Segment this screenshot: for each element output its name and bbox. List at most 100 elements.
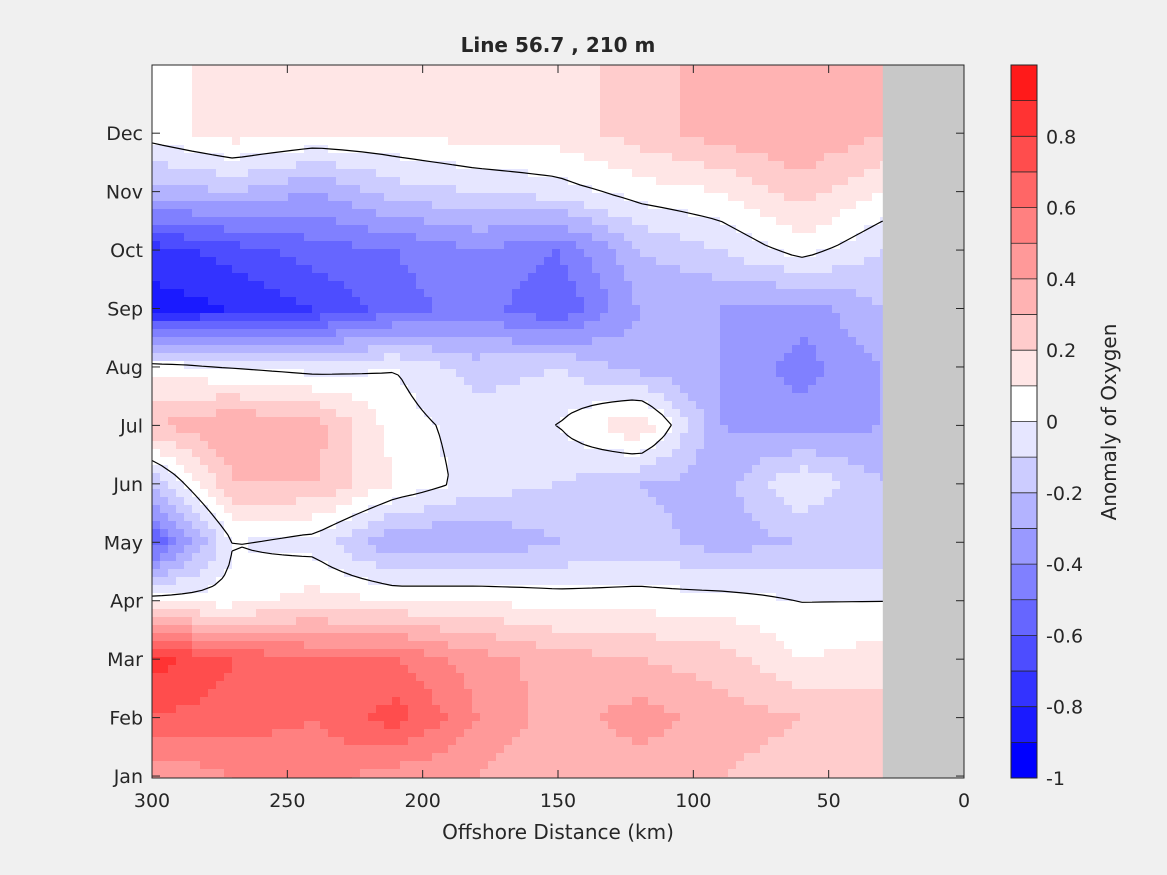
contour-cell <box>656 401 665 410</box>
contour-cell <box>264 249 273 258</box>
contour-cell <box>520 441 529 450</box>
contour-cell <box>640 305 649 314</box>
contour-cell <box>848 97 857 106</box>
contour-cell <box>256 169 265 178</box>
contour-cell <box>368 105 377 114</box>
contour-cell <box>336 73 345 82</box>
contour-cell <box>664 185 673 194</box>
contour-cell <box>360 73 369 82</box>
contour-cell <box>640 105 649 114</box>
contour-cell <box>808 65 817 74</box>
contour-cell <box>424 353 433 362</box>
contour-cell <box>160 129 169 138</box>
contour-cell <box>816 233 825 242</box>
contour-cell <box>184 225 193 234</box>
contour-cell <box>344 409 353 418</box>
contour-cell <box>168 481 177 490</box>
contour-cell <box>408 225 417 234</box>
contour-cell <box>240 153 249 162</box>
contour-cell <box>576 177 585 186</box>
contour-cell <box>256 441 265 450</box>
contour-cell <box>760 97 769 106</box>
contour-cell <box>256 265 265 274</box>
contour-cell <box>808 401 817 410</box>
contour-cell <box>632 321 641 330</box>
contour-cell <box>288 129 297 138</box>
contour-cell <box>792 297 801 306</box>
contour-cell <box>464 305 473 314</box>
contour-cell <box>464 385 473 394</box>
contour-cell <box>272 281 281 290</box>
contour-cell <box>608 113 617 122</box>
contour-cell <box>520 337 529 346</box>
contour-cell <box>840 217 849 226</box>
contour-cell <box>872 441 881 450</box>
contour-cell <box>648 161 657 170</box>
contour-cell <box>696 257 705 266</box>
contour-cell <box>216 249 225 258</box>
contour-cell <box>400 481 409 490</box>
contour-cell <box>304 441 313 450</box>
contour-cell <box>256 425 265 434</box>
contour-cell <box>432 257 441 266</box>
contour-cell <box>160 329 169 338</box>
contour-cell <box>640 481 649 490</box>
contour-cell <box>192 305 201 314</box>
contour-cell <box>504 209 513 218</box>
contour-cell <box>768 65 777 74</box>
contour-cell <box>840 369 849 378</box>
contour-cell <box>872 281 881 290</box>
contour-cell <box>272 73 281 82</box>
contour-cell <box>704 129 713 138</box>
contour-cell <box>768 385 777 394</box>
contour-cell <box>168 73 177 82</box>
contour-cell <box>216 225 225 234</box>
contour-cell <box>328 177 337 186</box>
contour-cell <box>760 473 769 482</box>
contour-cell <box>520 225 529 234</box>
contour-cell <box>152 441 161 450</box>
contour-cell <box>768 281 777 290</box>
contour-cell <box>592 337 601 346</box>
contour-cell <box>792 457 801 466</box>
contour-cell <box>352 89 361 98</box>
contour-cell <box>376 481 385 490</box>
contour-cell <box>816 417 825 426</box>
contour-cell <box>352 353 361 362</box>
contour-cell <box>264 361 273 370</box>
contour-cell <box>616 369 625 378</box>
contour-cell <box>376 417 385 426</box>
contour-cell <box>344 489 353 498</box>
contour-cell <box>256 65 265 74</box>
contour-cell <box>368 457 377 466</box>
contour-cell <box>208 337 217 346</box>
contour-cell <box>848 73 857 82</box>
contour-cell <box>560 137 569 146</box>
contour-cell <box>376 217 385 226</box>
contour-cell <box>352 497 361 506</box>
contour-cell <box>368 441 377 450</box>
contour-cell <box>160 481 169 490</box>
contour-cell <box>288 145 297 154</box>
contour-cell <box>696 81 705 90</box>
contour-cell <box>624 65 633 74</box>
contour-cell <box>256 297 265 306</box>
contour-cell <box>832 409 841 418</box>
contour-cell <box>536 449 545 458</box>
contour-cell <box>560 409 569 418</box>
contour-cell <box>720 441 729 450</box>
contour-cell <box>608 185 617 194</box>
contour-cell <box>696 65 705 74</box>
contour-cell <box>448 489 457 498</box>
contour-cell <box>520 369 529 378</box>
contour-cell <box>872 289 881 298</box>
contour-cell <box>336 201 345 210</box>
contour-cell <box>496 145 505 154</box>
contour-cell <box>672 481 681 490</box>
contour-cell <box>656 233 665 242</box>
contour-cell <box>696 137 705 146</box>
contour-cell <box>216 369 225 378</box>
contour-cell <box>864 153 873 162</box>
contour-cell <box>536 289 545 298</box>
contour-cell <box>328 113 337 122</box>
